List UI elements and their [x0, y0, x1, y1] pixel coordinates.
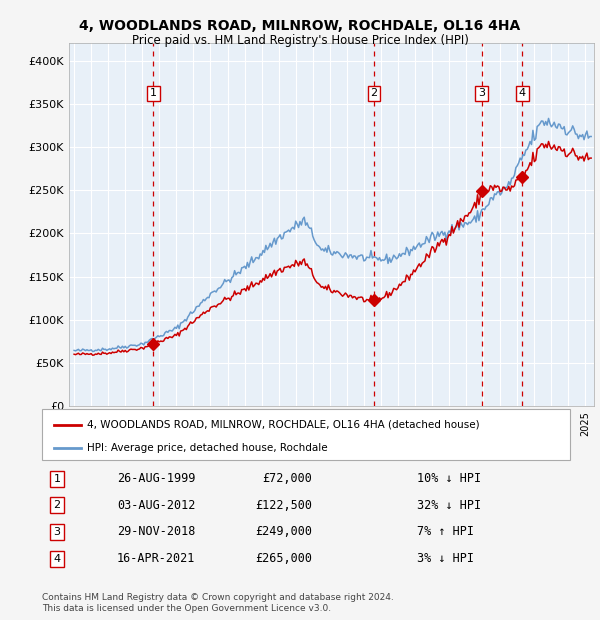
Text: £265,000: £265,000 — [255, 552, 312, 565]
Text: 4: 4 — [53, 554, 61, 564]
Text: HPI: Average price, detached house, Rochdale: HPI: Average price, detached house, Roch… — [87, 443, 328, 453]
Text: Price paid vs. HM Land Registry's House Price Index (HPI): Price paid vs. HM Land Registry's House … — [131, 34, 469, 47]
Text: 10% ↓ HPI: 10% ↓ HPI — [417, 472, 481, 485]
Text: 1: 1 — [53, 474, 61, 484]
Text: 4, WOODLANDS ROAD, MILNROW, ROCHDALE, OL16 4HA (detached house): 4, WOODLANDS ROAD, MILNROW, ROCHDALE, OL… — [87, 420, 479, 430]
Text: 3: 3 — [53, 527, 61, 537]
Text: 16-APR-2021: 16-APR-2021 — [117, 552, 196, 565]
Text: 1: 1 — [150, 89, 157, 99]
Text: £249,000: £249,000 — [255, 526, 312, 538]
Text: £72,000: £72,000 — [262, 472, 312, 485]
Text: 7% ↑ HPI: 7% ↑ HPI — [417, 526, 474, 538]
Text: 4: 4 — [518, 89, 526, 99]
Text: Contains HM Land Registry data © Crown copyright and database right 2024.
This d: Contains HM Land Registry data © Crown c… — [42, 593, 394, 613]
Text: 03-AUG-2012: 03-AUG-2012 — [117, 499, 196, 511]
Text: 2: 2 — [53, 500, 61, 510]
Text: 2: 2 — [370, 89, 377, 99]
Text: 4, WOODLANDS ROAD, MILNROW, ROCHDALE, OL16 4HA: 4, WOODLANDS ROAD, MILNROW, ROCHDALE, OL… — [79, 19, 521, 33]
Text: 3% ↓ HPI: 3% ↓ HPI — [417, 552, 474, 565]
Text: 3: 3 — [478, 89, 485, 99]
Text: 32% ↓ HPI: 32% ↓ HPI — [417, 499, 481, 511]
Text: 26-AUG-1999: 26-AUG-1999 — [117, 472, 196, 485]
Text: £122,500: £122,500 — [255, 499, 312, 511]
Text: 29-NOV-2018: 29-NOV-2018 — [117, 526, 196, 538]
